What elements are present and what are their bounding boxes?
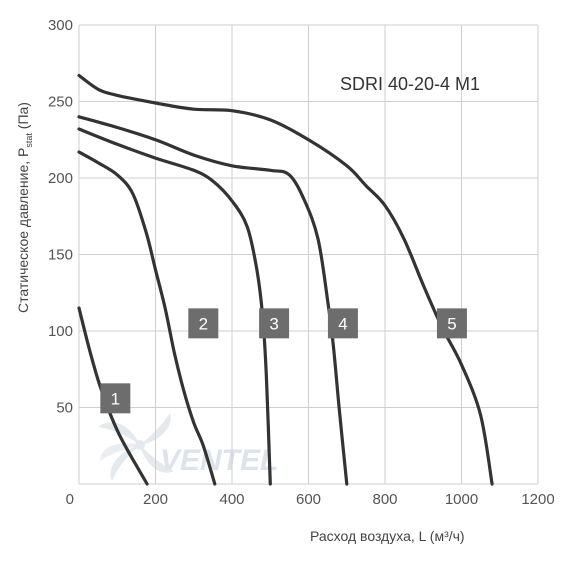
curve-badge-3: 3 <box>259 308 290 339</box>
curve-badge-box <box>259 308 290 339</box>
y-tick-label: 250 <box>48 94 73 111</box>
chart-title: SDRI 40-20-4 M1 <box>340 74 480 94</box>
y-axis-title-sub: stat <box>24 133 34 148</box>
curve-badge-label: 5 <box>447 314 456 333</box>
curve-1 <box>77 306 149 486</box>
curve-4 <box>77 115 349 486</box>
x-tick-label: 1000 <box>445 491 478 508</box>
y-axis-title-unit: (Па) <box>15 102 31 133</box>
curve-badge-box <box>100 383 131 414</box>
ventel-watermark-logo: VENTEL <box>98 413 278 481</box>
curve-badge-2: 2 <box>188 308 219 339</box>
y-axis-title-main: Статическое давление, P <box>15 148 31 313</box>
curve-5 <box>77 73 494 486</box>
y-tick-label: 300 <box>48 17 73 34</box>
x-tick-label: 800 <box>372 491 397 508</box>
watermark-text: VENTEL <box>160 444 278 477</box>
y-tick-label: 50 <box>56 400 73 417</box>
x-axis-title: Расход воздуха, L (м³/ч) <box>310 528 465 544</box>
curve-badge-4: 4 <box>327 308 358 339</box>
curve-badge-5: 5 <box>436 308 467 339</box>
curve-badge-label: 4 <box>338 314 347 333</box>
plot-grid <box>78 24 539 485</box>
curve-badge-box <box>188 308 219 339</box>
x-tick-label: 200 <box>143 491 168 508</box>
curve-2 <box>77 150 217 486</box>
curves <box>77 73 494 486</box>
y-tick-label: 200 <box>48 170 73 187</box>
curve-badge-box <box>436 308 467 339</box>
curve-3 <box>77 127 272 486</box>
curve-badge-1: 1 <box>100 383 131 414</box>
curve-badge-label: 1 <box>111 389 120 408</box>
x-tick-label: 0 <box>66 491 74 508</box>
x-tick-label: 400 <box>219 491 244 508</box>
curve-badge-label: 3 <box>269 314 278 333</box>
x-tick-label: 600 <box>296 491 321 508</box>
curve-labels: 1 2 3 4 5 <box>100 308 467 414</box>
tick-labels: 0 200 400 600 800 1000 1200 50 100 150 200 250 300 <box>48 17 555 508</box>
y-tick-label: 100 <box>48 323 73 340</box>
y-tick-label: 150 <box>48 247 73 264</box>
x-tick-label: 1200 <box>521 491 554 508</box>
y-axis-title: Статическое давление, Pstat (Па) <box>15 102 34 313</box>
curve-badge-box <box>327 308 358 339</box>
curve-badge-label: 2 <box>199 314 208 333</box>
